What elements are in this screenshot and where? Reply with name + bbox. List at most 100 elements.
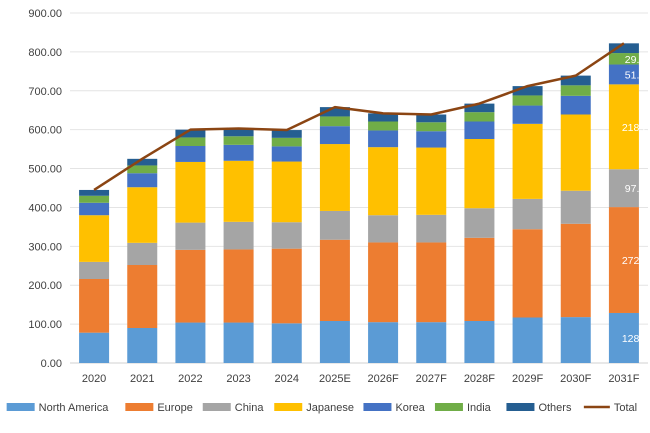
- bar-segment: [175, 322, 206, 363]
- bar-segment: [79, 195, 110, 203]
- bar-segment: [512, 317, 543, 363]
- x-tick-label: 2025E: [319, 373, 351, 385]
- bar-segment: [560, 190, 591, 224]
- total-line: [93, 42, 625, 191]
- bar-segment: [271, 137, 302, 147]
- legend-label: North America: [39, 402, 110, 414]
- legend-item: Others: [506, 402, 572, 414]
- legend-swatch: [506, 403, 535, 411]
- legend-label: India: [467, 402, 492, 414]
- bar-segment: [271, 222, 302, 249]
- x-tick-label: 2030F: [560, 373, 591, 385]
- bar-segment: [79, 202, 110, 216]
- bar-segment: [464, 237, 495, 321]
- legend-label: Total: [614, 402, 637, 414]
- bar-segment: [319, 144, 350, 211]
- bar-segment: [560, 317, 591, 363]
- y-tick-label: 800.00: [28, 47, 62, 59]
- bar-segment: [368, 147, 399, 216]
- legend-label: Europe: [157, 402, 192, 414]
- bar-segment: [175, 222, 206, 250]
- legend-swatch: [6, 403, 35, 411]
- bar-segment: [512, 105, 543, 124]
- data-label: 128.63: [622, 333, 650, 345]
- legend-item: Europe: [125, 402, 193, 414]
- legend: North America Europe China Japanese Korea Ind…: [6, 402, 637, 414]
- legend-label: China: [235, 402, 265, 414]
- bar-segment: [223, 322, 254, 363]
- x-tick-label: 2027F: [416, 373, 447, 385]
- bar-segment: [512, 95, 543, 106]
- legend-swatch: [363, 403, 392, 411]
- bar-segment: [464, 103, 495, 113]
- bar-segment: [319, 321, 350, 363]
- bar-segment: [560, 114, 591, 191]
- bar-segment: [608, 43, 639, 54]
- bar-segment: [512, 86, 543, 96]
- bar-segment: [464, 321, 495, 363]
- bar-segment: [608, 207, 639, 313]
- bar-segment: [560, 223, 591, 318]
- bar-segment: [79, 279, 110, 333]
- legend-swatch: [274, 403, 303, 411]
- legend-item: North America: [6, 402, 110, 414]
- data-label: 272.26: [622, 255, 650, 267]
- legend-swatch: [434, 403, 463, 411]
- bar-segment: [223, 144, 254, 161]
- bar-segment: [512, 229, 543, 318]
- bar-segment: [416, 214, 447, 243]
- bar-segment: [368, 242, 399, 323]
- x-tick-label: 2026F: [367, 373, 398, 385]
- legend-item: India: [434, 402, 492, 414]
- bar-segment: [223, 128, 254, 137]
- x-tick-label: 2024: [275, 373, 299, 385]
- legend-item: Total: [583, 402, 637, 414]
- bar-segment: [271, 323, 302, 363]
- bar-segment: [79, 189, 110, 196]
- y-tick-label: 0.00: [41, 358, 62, 370]
- x-tick-label: 2020: [82, 373, 106, 385]
- bar-segment: [79, 332, 110, 363]
- bar-segment: [416, 131, 447, 148]
- bar-segment: [416, 122, 447, 132]
- y-axis-ticks: 0.00 100.00 200.00 300.00 400.00 500.00 600.00…: [28, 8, 62, 370]
- bar-segment: [127, 328, 158, 363]
- bar-segment: [319, 126, 350, 145]
- bar-segment: [608, 64, 639, 85]
- bar-segment: [608, 84, 639, 170]
- data-label: 218.29: [622, 122, 650, 134]
- bar-segment: [127, 265, 158, 328]
- data-label: 97.33: [625, 183, 650, 195]
- bar-segment: [175, 129, 206, 138]
- legend-item: China: [202, 402, 265, 414]
- bar-segment: [512, 198, 543, 230]
- data-label: 29.47: [625, 54, 650, 66]
- x-tick-label: 2028F: [464, 373, 495, 385]
- x-tick-label: 2022: [178, 373, 202, 385]
- bar-segment: [368, 215, 399, 243]
- bar-segment: [271, 146, 302, 162]
- bar-segment: [127, 165, 158, 174]
- bar-segment: [271, 130, 302, 138]
- bar-segment: [175, 161, 206, 223]
- data-label: 51.01: [625, 69, 650, 81]
- bar-segment: [608, 312, 639, 363]
- bar-segment: [368, 322, 399, 363]
- legend-label: Others: [538, 402, 572, 414]
- bar-segment: [319, 116, 350, 127]
- bar-segment: [464, 208, 495, 238]
- x-tick-label: 2023: [226, 373, 250, 385]
- bar-segment: [319, 239, 350, 321]
- y-tick-label: 200.00: [28, 280, 62, 292]
- bar-segment: [464, 139, 495, 209]
- gridlines: [70, 12, 648, 364]
- data-labels: 128.63 272.26 97.33 218.29 51.01 29.47: [622, 54, 650, 345]
- bar-segment: [368, 130, 399, 148]
- legend-label: Korea: [395, 402, 425, 414]
- y-tick-label: 900.00: [28, 8, 62, 20]
- legend-label: Japanese: [306, 402, 354, 414]
- bar-segment: [223, 221, 254, 250]
- bar-segment: [175, 137, 206, 146]
